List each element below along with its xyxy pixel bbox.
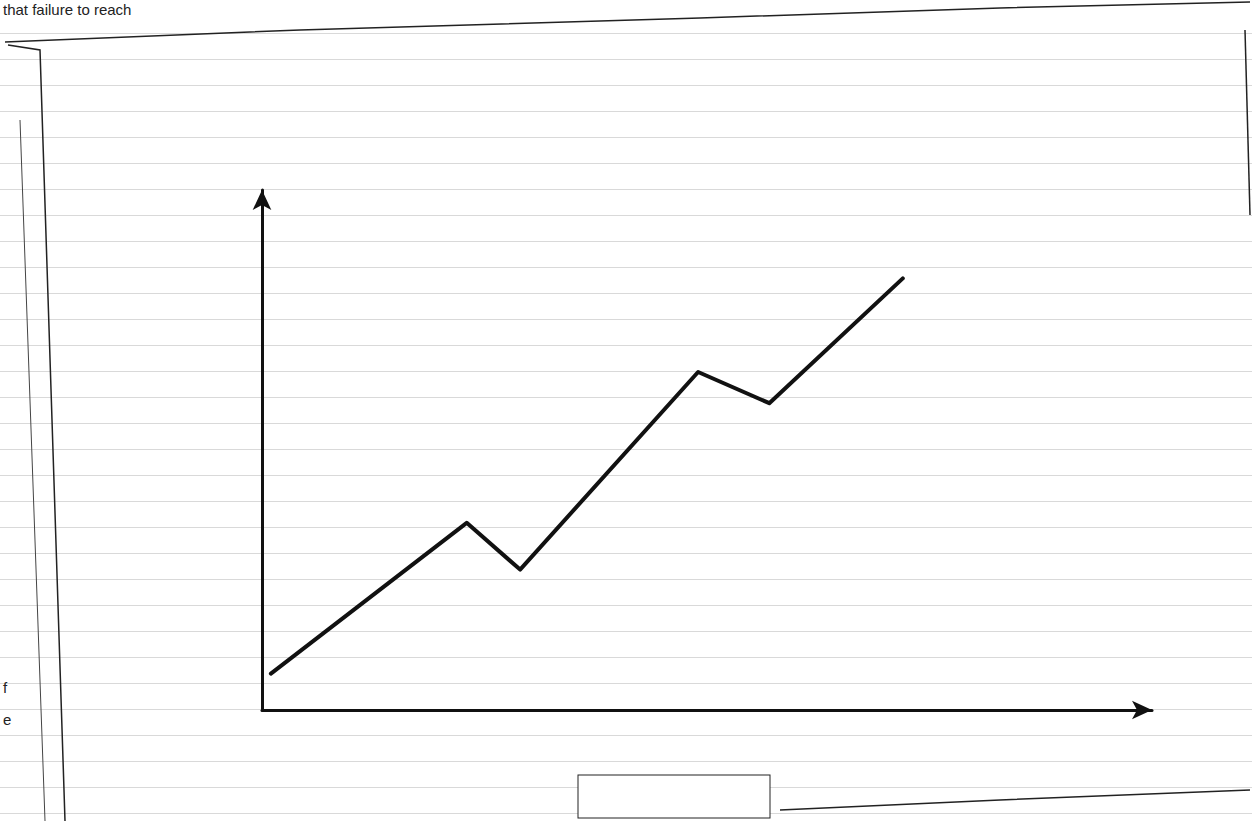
svg-text:e: e [3, 711, 11, 728]
svg-text:f: f [3, 679, 8, 696]
svg-text:that failure to reach: that failure to reach [3, 1, 131, 18]
